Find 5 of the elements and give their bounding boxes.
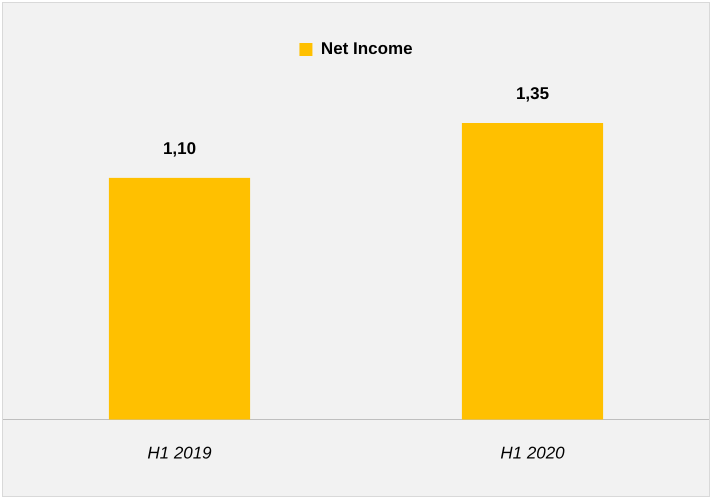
- x-tick-label: H1 2019: [147, 444, 212, 463]
- legend-label: Net Income: [320, 39, 413, 58]
- data-label: 1,10: [162, 139, 196, 158]
- data-label: 1,35: [516, 84, 550, 104]
- x-tick-label: H1 2020: [500, 444, 566, 463]
